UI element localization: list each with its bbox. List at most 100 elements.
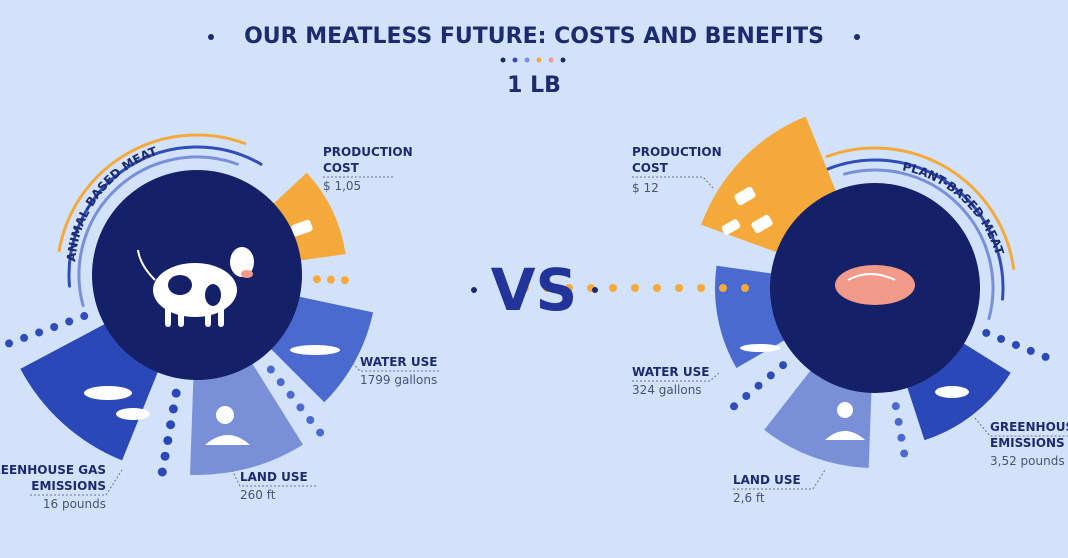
dot <box>997 334 1006 343</box>
bacon <box>734 186 756 206</box>
dot <box>163 435 173 445</box>
leader <box>733 469 826 490</box>
dot <box>326 275 335 284</box>
dot <box>742 391 751 400</box>
dot <box>306 415 315 424</box>
item-value: 16 pounds <box>43 497 106 511</box>
petal <box>764 362 872 468</box>
dot <box>157 467 167 477</box>
arc <box>77 155 239 308</box>
item-label: PRODUCTION <box>632 145 722 159</box>
dot <box>719 284 727 292</box>
dot <box>592 287 598 293</box>
dot <box>80 312 89 321</box>
item-value: $ 12 <box>632 181 659 195</box>
dot <box>521 284 529 292</box>
steak <box>835 265 915 305</box>
item-label: PRODUCTION <box>323 145 413 159</box>
dot <box>754 381 763 390</box>
arc <box>57 133 247 253</box>
item-label: COST <box>323 161 360 175</box>
dot <box>894 417 903 426</box>
dot <box>897 433 906 442</box>
item-value: 1799 gallons <box>360 373 437 387</box>
dot <box>1011 340 1020 349</box>
dot <box>65 317 74 326</box>
dot <box>471 287 477 293</box>
dot <box>631 284 639 292</box>
cow-tail <box>137 249 156 281</box>
dot <box>168 404 178 414</box>
dot <box>208 34 214 40</box>
dot <box>276 378 285 387</box>
cow-leg <box>205 305 211 327</box>
arc <box>819 158 1005 301</box>
dot <box>730 402 739 411</box>
bacon <box>721 219 741 235</box>
puddle <box>290 345 340 355</box>
item-label: COST <box>632 161 669 175</box>
dot <box>35 328 44 337</box>
steak-fat <box>847 273 896 281</box>
item-label: WATER USE <box>632 365 709 379</box>
dot <box>741 284 749 292</box>
dot <box>5 339 14 348</box>
dots <box>500 57 566 63</box>
vs: VS <box>491 256 578 324</box>
item-label: EMISSIONS <box>31 479 106 493</box>
item-label: GREENHOUSE GAS <box>0 463 106 477</box>
cow-spot <box>168 275 192 295</box>
dot <box>340 276 349 285</box>
bacon <box>751 214 773 234</box>
dot <box>900 449 909 458</box>
item-label: WATER USE <box>360 355 437 369</box>
cloud <box>935 386 969 398</box>
dot <box>50 322 59 331</box>
dot <box>891 402 900 411</box>
dot <box>609 284 617 292</box>
cow-leg <box>165 305 171 327</box>
item-value: $ 1,05 <box>323 179 361 193</box>
dot <box>296 403 305 412</box>
cow-leg <box>218 305 224 327</box>
dot <box>675 284 683 292</box>
leader <box>349 359 440 372</box>
dot <box>266 365 275 374</box>
arc <box>825 146 1016 271</box>
dot <box>171 388 181 398</box>
arc <box>67 145 263 288</box>
decoration <box>5 116 1050 477</box>
dot <box>20 333 29 342</box>
leader <box>632 371 721 382</box>
dot <box>854 34 860 40</box>
puddle <box>740 344 780 352</box>
dot <box>1026 346 1035 355</box>
item-label: EMISSIONS <box>990 436 1065 450</box>
dot <box>160 451 170 461</box>
dot <box>653 284 661 292</box>
petal <box>190 355 303 475</box>
dot <box>166 420 176 430</box>
arc <box>842 168 995 321</box>
cloud <box>84 386 132 400</box>
dot <box>565 284 573 292</box>
item-label: LAND USE <box>733 473 801 487</box>
item-label: LAND USE <box>240 470 308 484</box>
cow-nose <box>241 270 253 278</box>
dot <box>1041 352 1050 361</box>
dot <box>312 275 321 284</box>
dot <box>697 284 705 292</box>
dot <box>286 390 295 399</box>
tree <box>216 406 234 424</box>
hill <box>825 431 865 440</box>
cow-spot <box>205 284 221 306</box>
item-value: 260 ft <box>240 488 276 502</box>
leader <box>632 176 714 189</box>
dot <box>766 371 775 380</box>
leader <box>30 469 123 496</box>
dot <box>982 328 991 337</box>
tree <box>837 402 853 418</box>
dot <box>316 428 325 437</box>
hill <box>205 435 250 445</box>
